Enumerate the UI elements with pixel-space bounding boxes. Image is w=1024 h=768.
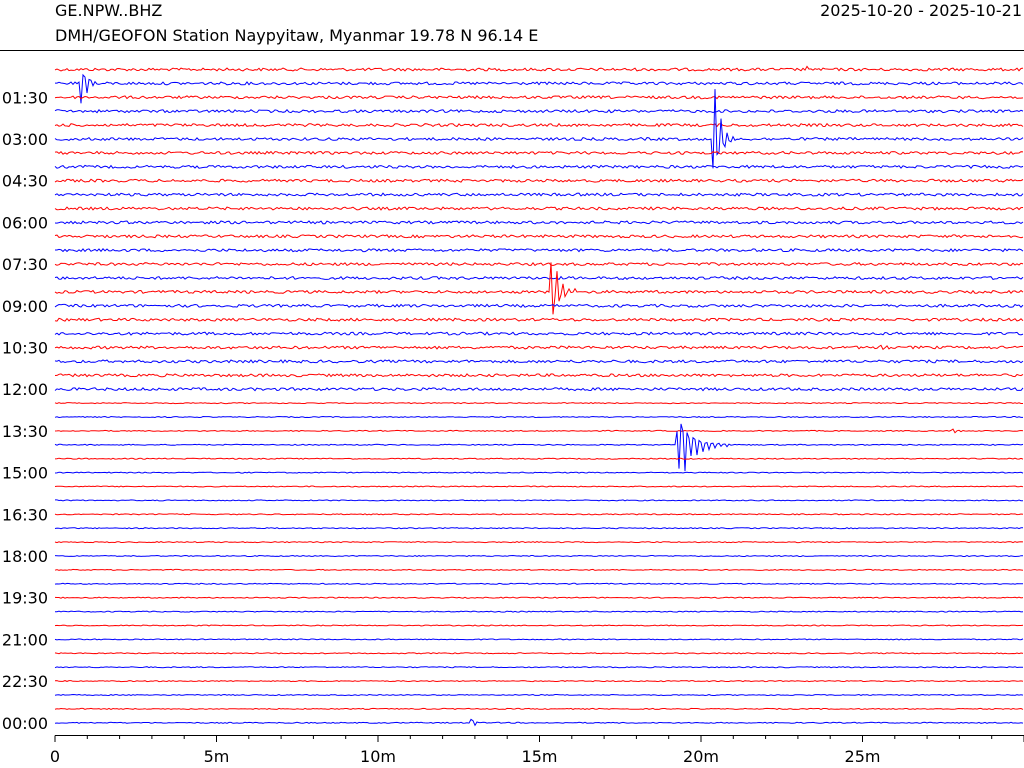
trace-line-45: [54, 693, 1024, 697]
trace-line-15: [54, 275, 1024, 281]
time-label: 19:30: [2, 589, 48, 608]
time-label: 15:00: [2, 464, 48, 483]
trace-line-12: [54, 234, 1024, 239]
time-label: 22:30: [2, 672, 48, 691]
trace-group: [54, 65, 1024, 727]
trace-line-8: [54, 178, 1024, 183]
trace-line-27: [54, 423, 1024, 472]
time-axis-labels: 01:30 03:00 04:30 06:00 07:30 09:00 10:30 12:00…: [2, 88, 48, 733]
time-label: 03:00: [2, 130, 48, 149]
trace-line-32: [54, 513, 1024, 516]
time-label: 13:30: [2, 422, 48, 441]
trace-line-34: [54, 541, 1024, 544]
trace-line-3: [54, 109, 1024, 114]
trace-line-31: [55, 499, 1023, 502]
trace-line-35: [54, 554, 1024, 558]
trace-line-14: [54, 261, 1024, 267]
trace-line-17: [54, 303, 1024, 308]
trace-line-1: [55, 73, 1024, 104]
trace-line-13: [55, 248, 1024, 253]
time-label: 16:30: [2, 505, 48, 524]
trace-line-25: [54, 415, 1023, 419]
time-label: 12:00: [2, 380, 48, 399]
trace-line-41: [54, 638, 1024, 641]
trace-line-24: [54, 402, 1023, 405]
x-tick-label: 5m: [204, 747, 230, 766]
trace-line-16: [54, 262, 1024, 315]
time-label: 09:00: [2, 297, 48, 316]
time-label: 10:30: [2, 339, 48, 358]
x-tick-label: 10m: [360, 747, 396, 766]
trace-line-9: [54, 192, 1024, 197]
trace-line-43: [54, 666, 1023, 669]
time-label: 00:00: [2, 714, 48, 733]
trace-line-38: [54, 596, 1024, 599]
trace-line-6: [54, 150, 1024, 155]
trace-line-22: [54, 373, 1024, 378]
time-label: 04:30: [2, 172, 48, 191]
x-tick-label: 15m: [522, 747, 558, 766]
time-label: 21:00: [2, 630, 48, 649]
trace-line-20: [54, 344, 1024, 351]
trace-line-46: [54, 707, 1024, 710]
trace-line-44: [54, 680, 1024, 683]
station-subtitle: DMH/GEOFON Station Naypyitaw, Myanmar 19…: [55, 26, 538, 45]
trace-line-30: [54, 485, 1024, 488]
trace-line-28: [54, 457, 1024, 460]
trace-line-42: [54, 652, 1024, 655]
x-tick-label: 25m: [845, 747, 881, 766]
minute-axis: 0 5m 10m 15m 20m 25m: [50, 735, 1024, 766]
trace-line-11: [54, 220, 1024, 225]
trace-line-21: [54, 359, 1024, 364]
trace-line-18: [54, 317, 1024, 322]
trace-line-26: [54, 428, 1024, 434]
time-label: 01:30: [2, 88, 48, 107]
trace-line-36: [54, 568, 1024, 571]
trace-line-10: [54, 206, 1024, 211]
trace-line-39: [55, 610, 1024, 613]
x-tick-label: 20m: [683, 747, 719, 766]
trace-line-2: [54, 95, 1024, 100]
time-label: 18:00: [2, 547, 48, 566]
station-code-title: GE.NPW..BHZ: [55, 1, 162, 20]
trace-line-0: [54, 65, 1024, 72]
trace-line-37: [54, 582, 1024, 585]
date-range: 2025-10-20 - 2025-10-21: [820, 1, 1022, 20]
trace-line-5: [54, 89, 1024, 169]
time-label: 06:00: [2, 213, 48, 232]
trace-line-33: [54, 527, 1023, 530]
trace-line-4: [54, 122, 1024, 128]
trace-line-7: [54, 164, 1024, 169]
trace-line-23: [54, 387, 1024, 392]
trace-line-40: [54, 624, 1024, 627]
trace-line-47: [54, 718, 1024, 727]
x-tick-label: 0: [50, 747, 60, 766]
time-label: 07:30: [2, 255, 48, 274]
trace-line-19: [54, 331, 1024, 336]
trace-line-29: [54, 471, 1024, 474]
